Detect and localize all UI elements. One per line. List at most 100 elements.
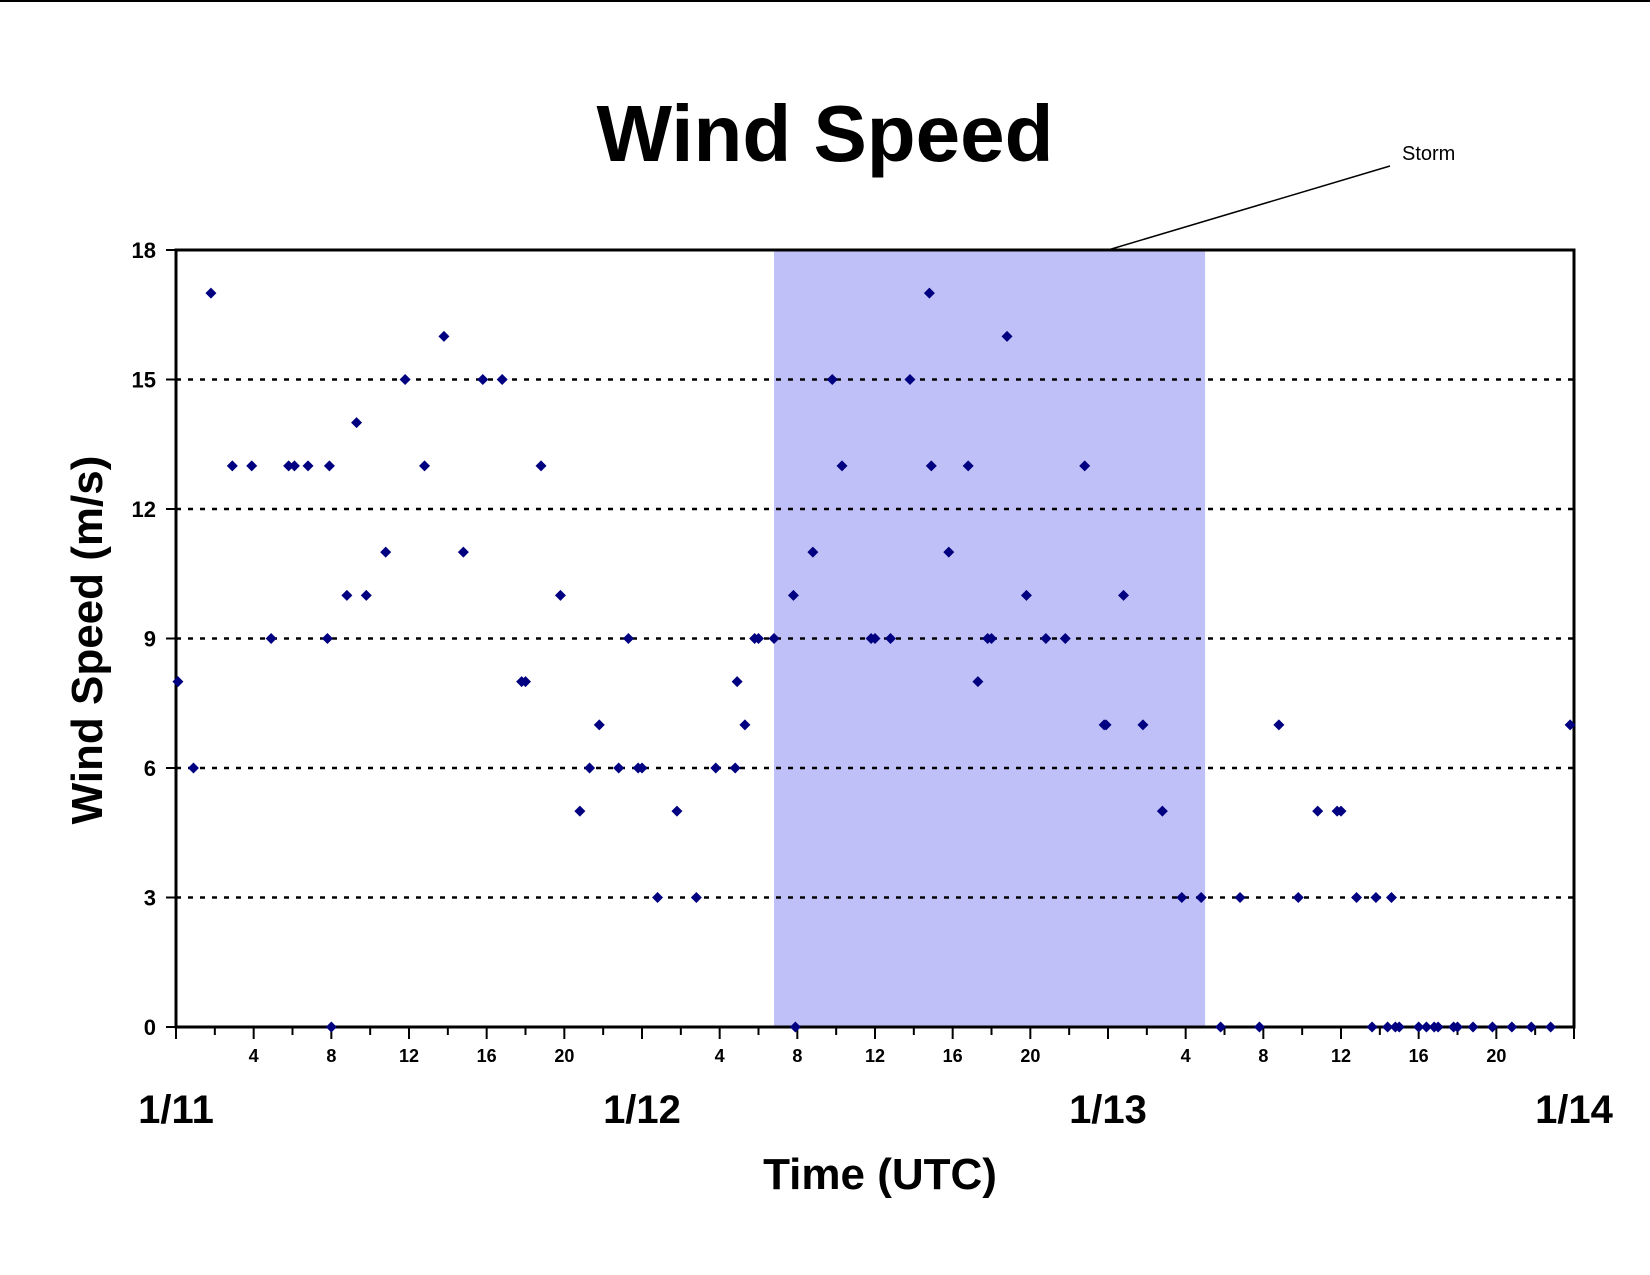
data-point xyxy=(972,676,984,688)
data-point xyxy=(226,460,238,472)
data-point xyxy=(1156,805,1168,817)
data-point xyxy=(321,633,333,644)
data-point xyxy=(869,633,881,644)
data-point xyxy=(1215,1021,1227,1033)
day-label: 1/11 xyxy=(138,1088,214,1132)
data-point xyxy=(710,762,722,774)
data-point xyxy=(1467,1021,1479,1033)
data-point xyxy=(729,762,741,774)
data-point xyxy=(636,762,648,774)
data-point xyxy=(1234,892,1246,903)
data-point xyxy=(1382,1021,1394,1033)
data-point xyxy=(1273,719,1285,731)
data-point xyxy=(986,633,997,644)
y-tick-label: 9 xyxy=(144,627,156,652)
data-point xyxy=(172,676,184,688)
data-point xyxy=(1001,330,1013,342)
data-point xyxy=(288,460,300,472)
x-tick-label: 16 xyxy=(943,1046,963,1066)
y-tick-label: 3 xyxy=(144,886,156,911)
data-point xyxy=(438,330,450,342)
data-point xyxy=(622,633,634,644)
data-point xyxy=(246,460,258,472)
data-point xyxy=(1137,719,1149,731)
data-point xyxy=(419,460,431,472)
data-point xyxy=(187,762,199,774)
x-tick-label: 12 xyxy=(399,1046,419,1066)
data-point xyxy=(399,374,411,385)
data-point xyxy=(1100,719,1112,731)
data-point xyxy=(962,460,974,472)
data-point xyxy=(1370,892,1382,903)
x-tick-label: 16 xyxy=(1409,1046,1429,1066)
x-tick-label: 8 xyxy=(326,1046,336,1066)
y-tick-label: 0 xyxy=(144,1015,156,1040)
data-point xyxy=(1118,589,1130,601)
data-point xyxy=(535,460,547,472)
x-tick-label: 20 xyxy=(1020,1046,1040,1066)
data-point xyxy=(1486,1021,1498,1033)
data-point xyxy=(351,417,363,429)
data-point xyxy=(1176,892,1188,903)
data-point xyxy=(836,460,848,472)
data-point xyxy=(477,374,489,385)
data-point xyxy=(265,633,277,644)
data-point xyxy=(1393,1021,1405,1033)
storm-leader-line xyxy=(1107,165,1391,251)
data-point xyxy=(1020,589,1032,601)
data-point xyxy=(380,546,392,558)
data-point xyxy=(1335,805,1347,817)
data-point xyxy=(1564,719,1576,731)
x-tick-label: 12 xyxy=(865,1046,885,1066)
data-point xyxy=(1040,633,1052,644)
data-point xyxy=(574,805,586,817)
data-point xyxy=(731,676,743,688)
data-point xyxy=(690,892,702,903)
data-point xyxy=(787,589,799,601)
data-point xyxy=(904,374,916,385)
data-point xyxy=(789,1021,801,1033)
data-point xyxy=(1079,460,1091,472)
data-point xyxy=(325,1021,337,1033)
data-point xyxy=(826,374,838,385)
data-point xyxy=(753,633,764,644)
y-tick-label: 15 xyxy=(132,368,156,393)
data-point xyxy=(496,374,508,385)
data-point xyxy=(739,719,751,731)
data-point xyxy=(652,892,664,903)
data-point xyxy=(1312,805,1324,817)
data-point xyxy=(1195,892,1207,903)
data-point xyxy=(768,633,780,644)
x-tick-label: 8 xyxy=(792,1046,802,1066)
data-point xyxy=(1253,1021,1265,1033)
data-point xyxy=(1413,1021,1425,1033)
top-rule xyxy=(0,0,1650,2)
y-tick-label: 12 xyxy=(132,497,156,522)
data-point xyxy=(1385,892,1397,903)
data-point xyxy=(457,546,469,558)
data-point xyxy=(925,460,937,472)
data-point xyxy=(1506,1021,1518,1033)
data-point xyxy=(323,460,335,472)
x-tick-label: 4 xyxy=(1181,1046,1191,1066)
data-point xyxy=(613,762,625,774)
data-point xyxy=(1366,1021,1378,1033)
data-point xyxy=(283,460,295,472)
x-axis-label: Time (UTC) xyxy=(763,1150,997,1199)
x-tick-label: 4 xyxy=(249,1046,259,1066)
data-point xyxy=(671,805,683,817)
data-point xyxy=(1351,892,1363,903)
x-tick-label: 16 xyxy=(477,1046,497,1066)
data-point xyxy=(885,633,897,644)
data-point xyxy=(360,589,372,601)
data-point xyxy=(302,460,314,472)
x-tick-label: 20 xyxy=(1486,1046,1506,1066)
data-point xyxy=(593,719,605,731)
data-point xyxy=(1545,1021,1557,1033)
storm-annotation: Storm xyxy=(1402,143,1455,165)
data-point xyxy=(1420,1021,1432,1033)
data-point xyxy=(520,676,531,688)
data-point xyxy=(807,546,819,558)
x-tick-label: 20 xyxy=(554,1046,574,1066)
